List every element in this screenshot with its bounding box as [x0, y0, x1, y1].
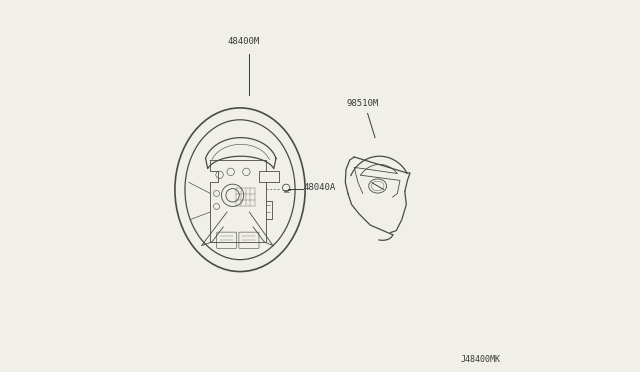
Text: 48040A: 48040A — [303, 183, 335, 192]
Text: 48400M: 48400M — [228, 38, 260, 46]
Text: J48400MK: J48400MK — [460, 355, 500, 364]
Text: 98510M: 98510M — [347, 99, 379, 108]
